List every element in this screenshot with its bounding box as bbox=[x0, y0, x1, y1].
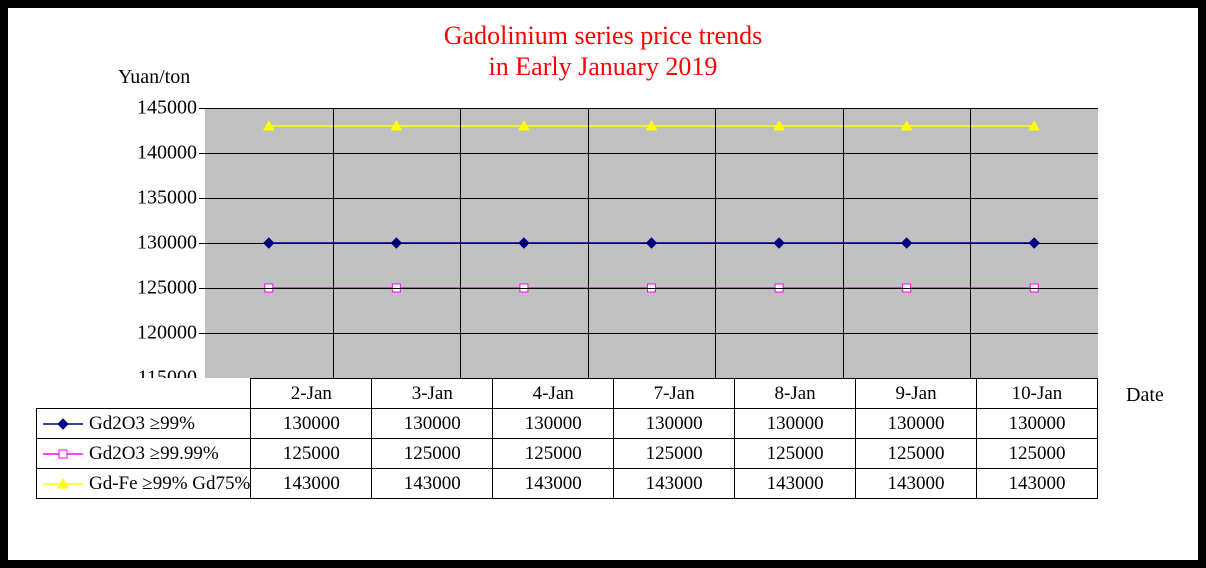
legend-label: Gd2O3 ≥99.99% bbox=[89, 443, 219, 464]
table-cell: 130000 bbox=[976, 409, 1097, 439]
ytick-mark bbox=[199, 243, 205, 244]
table-cell: 125000 bbox=[976, 439, 1097, 469]
table-cell: 130000 bbox=[493, 409, 614, 439]
table-cell: 143000 bbox=[251, 469, 372, 499]
legend-cell: Gd2O3 ≥99% bbox=[37, 409, 251, 439]
gridline bbox=[205, 333, 1098, 334]
x-axis-label: Date bbox=[1126, 384, 1164, 407]
category-divider bbox=[333, 108, 334, 378]
table-cell: 143000 bbox=[614, 469, 735, 499]
table-header: 9-Jan bbox=[856, 379, 977, 409]
table-header: 2-Jan bbox=[251, 379, 372, 409]
table-corner bbox=[37, 379, 251, 409]
table-cell: 143000 bbox=[976, 469, 1097, 499]
table-cell: 125000 bbox=[614, 439, 735, 469]
title-line-1: Gadolinium series price trends bbox=[8, 20, 1198, 51]
gridline bbox=[205, 153, 1098, 154]
gridline bbox=[205, 108, 1098, 109]
gridline bbox=[205, 288, 1098, 289]
table-header: 3-Jan bbox=[372, 379, 493, 409]
table-cell: 130000 bbox=[735, 409, 856, 439]
ytick-mark bbox=[199, 333, 205, 334]
ytick-mark bbox=[199, 288, 205, 289]
table-cell: 143000 bbox=[735, 469, 856, 499]
ytick-mark bbox=[199, 153, 205, 154]
table-cell: 143000 bbox=[493, 469, 614, 499]
table-row: Gd-Fe ≥99% Gd75%143000143000143000143000… bbox=[37, 469, 1098, 499]
legend-label: Gd2O3 ≥99% bbox=[89, 413, 195, 434]
chart-frame: Gadolinium series price trends in Early … bbox=[0, 0, 1206, 568]
ytick-label: 125000 bbox=[137, 277, 197, 300]
table-cell: 130000 bbox=[372, 409, 493, 439]
table-header: 4-Jan bbox=[493, 379, 614, 409]
ytick-label: 140000 bbox=[137, 142, 197, 165]
category-divider bbox=[970, 108, 971, 378]
table-header: 7-Jan bbox=[614, 379, 735, 409]
table-cell: 130000 bbox=[251, 409, 372, 439]
legend-label: Gd-Fe ≥99% Gd75% bbox=[89, 473, 250, 494]
table-cell: 125000 bbox=[493, 439, 614, 469]
table-cell: 130000 bbox=[856, 409, 977, 439]
ytick-label: 120000 bbox=[137, 322, 197, 345]
table-cell: 125000 bbox=[735, 439, 856, 469]
ytick-label: 145000 bbox=[137, 97, 197, 120]
table-header: 8-Jan bbox=[735, 379, 856, 409]
category-divider bbox=[460, 108, 461, 378]
gridline bbox=[205, 198, 1098, 199]
table-cell: 125000 bbox=[251, 439, 372, 469]
legend-marker-icon bbox=[43, 478, 83, 490]
category-divider bbox=[588, 108, 589, 378]
ytick-label: 130000 bbox=[137, 232, 197, 255]
data-table: 2-Jan3-Jan4-Jan7-Jan8-Jan9-Jan10-Jan Gd2O… bbox=[36, 378, 1098, 499]
table-cell: 125000 bbox=[856, 439, 977, 469]
ytick-mark bbox=[199, 198, 205, 199]
ytick-mark bbox=[199, 108, 205, 109]
ytick-label: 135000 bbox=[137, 187, 197, 210]
legend-marker-icon bbox=[43, 418, 83, 430]
legend-cell: Gd2O3 ≥99.99% bbox=[37, 439, 251, 469]
y-axis-label: Yuan/ton bbox=[118, 66, 190, 89]
table-cell: 125000 bbox=[372, 439, 493, 469]
table-cell: 130000 bbox=[614, 409, 735, 439]
table-cell: 143000 bbox=[372, 469, 493, 499]
table-header: 10-Jan bbox=[976, 379, 1097, 409]
plot-area: 1150001200001250001300001350001400001450… bbox=[205, 108, 1098, 378]
category-divider bbox=[715, 108, 716, 378]
legend-marker-icon bbox=[43, 448, 83, 460]
category-divider bbox=[843, 108, 844, 378]
legend-cell: Gd-Fe ≥99% Gd75% bbox=[37, 469, 251, 499]
table-row: Gd2O3 ≥99.99%125000125000125000125000125… bbox=[37, 439, 1098, 469]
table-row: Gd2O3 ≥99%130000130000130000130000130000… bbox=[37, 409, 1098, 439]
gridline bbox=[205, 243, 1098, 244]
table-cell: 143000 bbox=[856, 469, 977, 499]
